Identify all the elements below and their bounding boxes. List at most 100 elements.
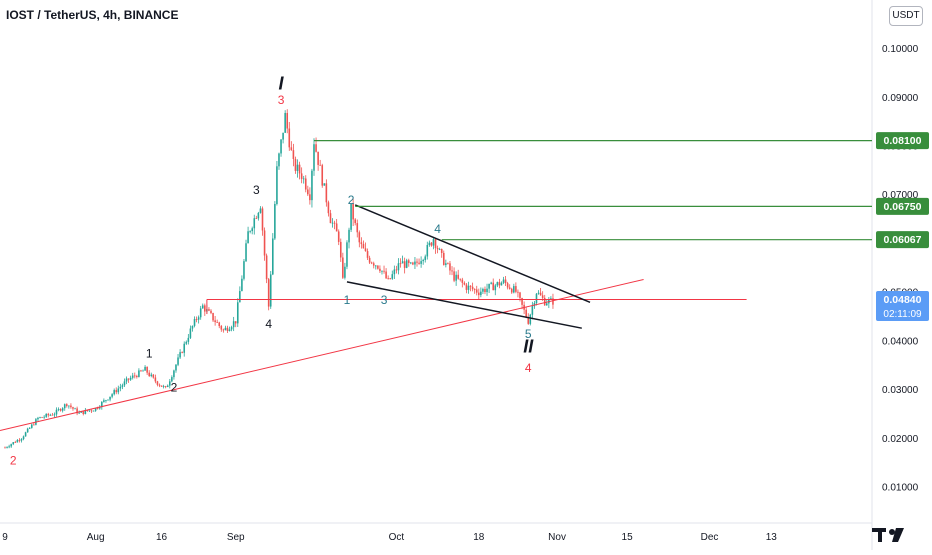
candle-body bbox=[344, 266, 346, 278]
candle-body bbox=[309, 194, 311, 201]
candle-body bbox=[284, 112, 286, 133]
candle-body bbox=[33, 424, 35, 426]
candle-body bbox=[218, 322, 221, 327]
wedge-upper-line[interactable] bbox=[354, 204, 591, 304]
candle-body bbox=[286, 112, 289, 129]
candle-body bbox=[37, 417, 39, 420]
candle-body bbox=[352, 203, 354, 220]
x-tick-label: 18 bbox=[473, 532, 485, 543]
candle-body bbox=[329, 213, 332, 224]
candle-body bbox=[39, 417, 41, 418]
candle-body bbox=[473, 289, 476, 290]
candle-body bbox=[68, 405, 70, 407]
candle-body bbox=[527, 317, 530, 324]
candle-body bbox=[224, 327, 227, 331]
candle-body bbox=[208, 309, 210, 311]
candle-body bbox=[173, 370, 175, 378]
price-badge[interactable] bbox=[876, 290, 929, 321]
candle-body bbox=[88, 410, 91, 412]
x-tick-label: 13 bbox=[766, 532, 778, 543]
candle-body bbox=[457, 274, 459, 279]
candle-body bbox=[498, 282, 501, 286]
candle-body bbox=[397, 263, 400, 271]
currency-button[interactable]: USDT bbox=[889, 6, 923, 26]
candle-body bbox=[138, 370, 140, 377]
candle-body bbox=[131, 375, 134, 378]
candle-body bbox=[6, 447, 8, 448]
candle-body bbox=[302, 178, 305, 180]
y-tick-label: 0.09000 bbox=[882, 93, 919, 104]
candle-body bbox=[451, 270, 453, 272]
candle-body bbox=[74, 408, 76, 410]
candle-body bbox=[115, 390, 118, 393]
candle-body bbox=[123, 381, 126, 386]
candle-body bbox=[55, 409, 58, 415]
x-tick-label: Oct bbox=[389, 532, 405, 543]
y-tick-label: 0.03000 bbox=[882, 385, 919, 396]
price-badge[interactable] bbox=[876, 197, 929, 215]
candle-body bbox=[251, 228, 253, 232]
y-tick-label: 0.04000 bbox=[882, 336, 919, 347]
candle-body bbox=[43, 416, 45, 418]
candle-body bbox=[201, 305, 204, 309]
candle-body bbox=[230, 327, 233, 330]
candle-body bbox=[399, 263, 402, 265]
candle-body bbox=[41, 417, 43, 418]
candle-body bbox=[372, 263, 375, 266]
candle-body bbox=[428, 242, 431, 246]
candle-body bbox=[255, 218, 258, 220]
wave-label: 4 bbox=[525, 361, 532, 375]
candle-body bbox=[8, 446, 10, 448]
candle-body bbox=[121, 385, 124, 387]
price-badge[interactable] bbox=[876, 132, 929, 150]
candle-body bbox=[96, 408, 99, 409]
candle-body bbox=[241, 278, 243, 292]
candle-body bbox=[195, 319, 198, 320]
candle-body bbox=[210, 310, 212, 314]
candle-body bbox=[18, 440, 21, 441]
candle-body bbox=[187, 337, 190, 342]
candle-body bbox=[478, 292, 480, 296]
candle-body bbox=[504, 279, 507, 284]
x-tick-label: 9 bbox=[2, 532, 8, 543]
candle-body bbox=[152, 374, 155, 378]
y-tick-label: 0.02000 bbox=[882, 434, 919, 445]
candle-body bbox=[356, 223, 359, 233]
candle-body bbox=[156, 381, 159, 385]
candle-body bbox=[267, 279, 270, 307]
candle-body bbox=[222, 329, 225, 331]
candle-body bbox=[442, 252, 445, 265]
candle-body bbox=[154, 377, 157, 382]
ascending-trendline[interactable] bbox=[0, 278, 644, 431]
wedge-lower-line[interactable] bbox=[346, 281, 582, 329]
candle-body bbox=[249, 231, 251, 232]
candle-body bbox=[358, 232, 361, 243]
price-badge[interactable] bbox=[876, 231, 929, 249]
candle-body bbox=[24, 432, 27, 437]
candle-body bbox=[381, 270, 383, 272]
candle-body bbox=[220, 326, 223, 330]
candle-body bbox=[232, 321, 235, 328]
candle-body bbox=[61, 408, 64, 411]
candle-body bbox=[335, 223, 338, 232]
candle-body bbox=[513, 286, 515, 293]
candle-body bbox=[127, 378, 130, 380]
wave-label: I bbox=[279, 74, 285, 94]
candle-body bbox=[253, 218, 256, 229]
candle-body bbox=[531, 306, 534, 315]
tradingview-logo-icon[interactable] bbox=[870, 524, 912, 546]
candle-body bbox=[401, 261, 404, 264]
candle-body bbox=[14, 442, 17, 443]
candle-body bbox=[414, 261, 416, 265]
candle-body bbox=[269, 274, 272, 307]
candle-body bbox=[239, 291, 241, 303]
candle-body bbox=[160, 385, 163, 387]
wave-label: 4 bbox=[434, 222, 441, 236]
candle-body bbox=[319, 164, 321, 166]
candle-body bbox=[465, 284, 468, 290]
candle-body bbox=[53, 414, 56, 416]
candle-body bbox=[313, 144, 315, 171]
candle-body bbox=[78, 412, 80, 414]
